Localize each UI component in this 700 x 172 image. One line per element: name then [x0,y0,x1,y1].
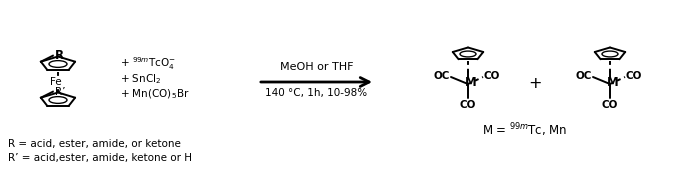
Text: + Mn(CO)$_5$Br: + Mn(CO)$_5$Br [120,87,190,101]
Text: OC: OC [433,71,450,81]
Text: R’ = acid,ester, amide, ketone or H: R’ = acid,ester, amide, ketone or H [8,153,192,163]
Text: M = $^{99m}$Tc, Mn: M = $^{99m}$Tc, Mn [482,121,568,139]
Text: CO: CO [460,100,476,110]
Text: + $^{99m}$TcO$_4^{-}$: + $^{99m}$TcO$_4^{-}$ [120,56,176,72]
Text: R = acid, ester, amide, or ketone: R = acid, ester, amide, or ketone [8,139,181,149]
Text: CO: CO [626,71,643,81]
Text: R: R [55,49,64,62]
Text: CO: CO [602,100,618,110]
Text: MeOH or THF: MeOH or THF [280,62,354,72]
Text: 140 °C, 1h, 10-98%: 140 °C, 1h, 10-98% [265,88,368,98]
Text: CO: CO [484,71,500,81]
Text: M: M [607,77,619,89]
Text: OC: OC [575,71,592,81]
Text: +: + [528,77,542,92]
Text: R’: R’ [55,87,65,97]
Text: + SnCl$_2$: + SnCl$_2$ [120,72,161,86]
Text: M: M [465,77,477,89]
Text: Fe: Fe [50,77,62,87]
